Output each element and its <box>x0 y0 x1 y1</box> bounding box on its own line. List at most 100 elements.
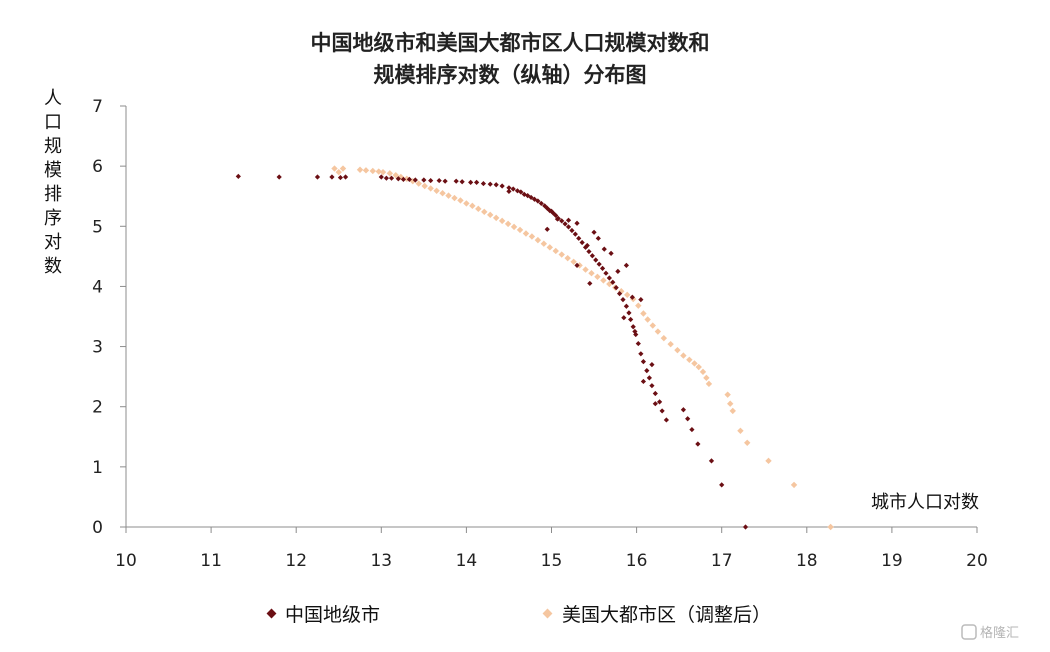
data-point <box>626 310 632 316</box>
data-point <box>600 277 607 284</box>
data-point <box>369 167 376 175</box>
data-point <box>613 285 619 291</box>
data-point <box>635 302 642 309</box>
data-point <box>660 334 668 342</box>
data-point <box>235 173 241 179</box>
x-tick-label: 16 <box>626 551 648 571</box>
data-point <box>744 439 751 446</box>
data-point <box>451 194 458 202</box>
data-point <box>337 174 344 181</box>
data-point <box>616 291 623 297</box>
data-point <box>540 240 548 247</box>
data-point <box>610 279 616 285</box>
plot-area <box>235 165 834 531</box>
data-point <box>386 170 394 177</box>
data-point <box>459 179 465 185</box>
data-point <box>548 208 555 214</box>
data-point <box>695 363 702 371</box>
data-point <box>599 265 606 271</box>
data-point <box>525 193 531 199</box>
data-point <box>667 340 674 348</box>
data-point <box>656 399 663 405</box>
watermark: 格隆汇 <box>961 624 1019 641</box>
x-tick-label: 13 <box>370 551 392 571</box>
y-tick-label: 7 <box>92 97 103 117</box>
data-point <box>591 229 597 235</box>
data-point <box>510 223 518 231</box>
data-point <box>737 427 744 434</box>
data-point <box>596 261 602 267</box>
data-point <box>649 322 656 329</box>
data-point <box>468 179 474 185</box>
data-point <box>579 239 585 246</box>
data-point <box>421 177 427 183</box>
y-tick-label: 0 <box>92 518 103 538</box>
x-tick-label: 15 <box>541 551 563 571</box>
data-point <box>620 297 626 303</box>
data-point <box>633 331 639 338</box>
y-tick-label: 5 <box>92 217 103 237</box>
data-point <box>742 524 749 530</box>
data-point <box>498 217 506 225</box>
legend-label-us: 美国大都市区（调整后） <box>562 604 771 626</box>
data-point <box>629 294 635 300</box>
legend-marker-china <box>266 608 277 619</box>
data-point <box>640 359 647 365</box>
data-point <box>632 328 638 335</box>
data-point <box>705 380 713 388</box>
chart-title-line-1: 中国地级市和美国大都市区人口规模对数和 <box>311 31 710 55</box>
data-point <box>635 340 641 347</box>
data-point <box>528 233 536 240</box>
data-point <box>593 257 599 263</box>
x-tick-label: 12 <box>285 551 307 571</box>
x-tick-label: 18 <box>796 551 818 571</box>
data-point <box>559 218 565 224</box>
data-point <box>428 177 434 184</box>
data-point <box>603 270 609 276</box>
data-point <box>331 165 338 172</box>
data-point <box>406 176 412 182</box>
data-point <box>504 220 512 228</box>
data-point <box>644 368 650 374</box>
data-point <box>487 181 493 187</box>
x-tick-label: 14 <box>456 551 478 571</box>
data-point <box>400 176 407 182</box>
x-tick-label: 11 <box>200 551 222 571</box>
data-point <box>594 273 601 281</box>
data-point <box>569 227 575 234</box>
data-point <box>638 297 644 303</box>
data-point <box>703 374 710 382</box>
data-point <box>554 216 561 222</box>
data-point <box>588 269 595 277</box>
data-point <box>506 188 512 195</box>
data-point <box>339 165 347 172</box>
data-point <box>463 200 470 207</box>
data-point <box>535 198 541 204</box>
data-point <box>582 266 589 273</box>
data-point <box>727 400 734 407</box>
data-point <box>546 244 553 251</box>
data-point <box>553 212 559 219</box>
data-point <box>574 220 580 226</box>
data-point <box>415 180 422 187</box>
data-point <box>691 360 698 367</box>
data-point <box>638 351 644 357</box>
y-tick-label: 4 <box>92 277 103 297</box>
y-axis-title: 人口规模排序对数 <box>44 88 62 277</box>
data-point <box>531 196 538 202</box>
data-point <box>379 168 387 176</box>
data-point <box>565 217 572 223</box>
data-point <box>392 171 399 179</box>
data-point <box>659 408 665 414</box>
data-point <box>506 185 512 191</box>
y-tick-label: 2 <box>92 398 103 418</box>
y-tick-label: 3 <box>92 338 103 358</box>
data-point <box>481 208 488 216</box>
legend-marker-us <box>542 608 553 619</box>
data-point <box>480 180 487 187</box>
data-point <box>595 235 601 241</box>
data-point <box>695 441 701 447</box>
data-point <box>453 178 459 184</box>
